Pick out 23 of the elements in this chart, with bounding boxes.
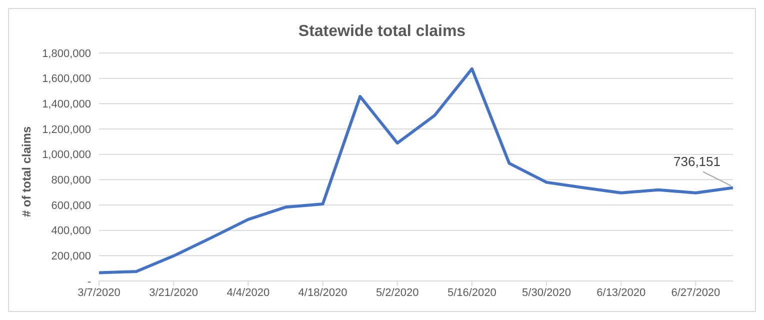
x-tick-label: 4/18/2020 <box>298 286 348 299</box>
y-tick-label: 1,600,000 <box>42 73 91 86</box>
y-tick-label: 1,800,000 <box>42 48 91 60</box>
y-tick-label: - <box>87 276 92 288</box>
x-tick-label: 5/16/2020 <box>447 286 496 299</box>
y-tick-label: 1,200,000 <box>42 124 91 136</box>
y-tick-label: 600,000 <box>51 200 91 212</box>
x-tick-label: 5/2/2020 <box>376 286 419 299</box>
line-series <box>99 67 733 274</box>
data-label: 736,151 <box>674 154 720 169</box>
x-tick-label: 3/21/2020 <box>149 286 198 299</box>
y-axis-title: # of total claims <box>19 126 34 217</box>
y-tick-label: 1,000,000 <box>42 149 91 162</box>
y-tick-label: 1,400,000 <box>42 98 91 111</box>
x-tick-label: 4/4/2020 <box>226 286 270 299</box>
chart-title: Statewide total claims <box>297 23 467 41</box>
y-tick-label: 800,000 <box>51 174 91 187</box>
x-tick-label: 6/13/2020 <box>596 286 646 299</box>
x-tick-label: 3/7/2020 <box>78 286 120 299</box>
y-tick-label: 400,000 <box>51 225 91 238</box>
y-tick-label: 200,000 <box>51 250 91 263</box>
x-tick-label: 5/30/2020 <box>522 286 571 299</box>
x-tick-label: 6/27/2020 <box>671 286 720 299</box>
